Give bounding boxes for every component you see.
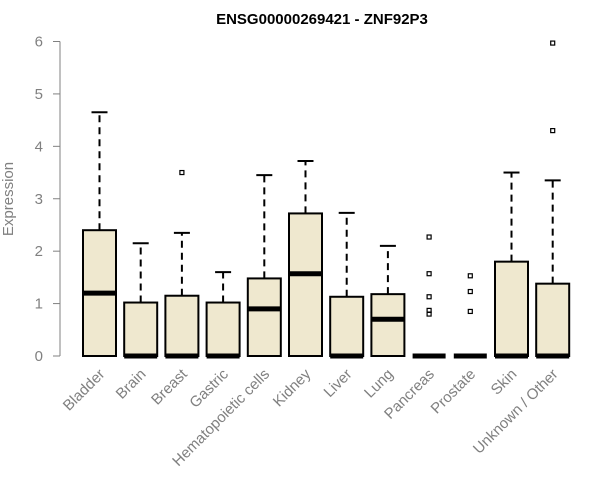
box-rect (494, 260, 529, 357)
chart-title: ENSG00000269421 - ZNF92P3 (216, 11, 428, 28)
box-5 (246, 174, 282, 358)
y-axis-label: Expression (0, 162, 17, 236)
outlier-point (426, 307, 432, 313)
box-7 (329, 211, 365, 359)
outlier-point (467, 273, 473, 279)
x-tick-label: Skin (488, 366, 521, 399)
x-tick-label: Breast (148, 365, 191, 408)
x-tick-label: Bladder (60, 366, 109, 415)
y-tick-label: 3 (35, 191, 43, 208)
box-4 (205, 271, 241, 359)
box-10 (453, 273, 487, 359)
x-tick-label: Kidney (270, 365, 315, 410)
y-tick-label: 2 (35, 243, 43, 260)
y-tick-label: 1 (35, 296, 43, 313)
outlier-point (550, 128, 556, 134)
y-tick-label: 0 (35, 348, 43, 365)
box-8 (370, 244, 406, 358)
box-rect (370, 293, 406, 358)
box-6 (288, 160, 323, 357)
box-12 (535, 40, 571, 359)
outlier-point (467, 308, 473, 315)
x-tick-label: Brain (113, 366, 150, 403)
y-tick-label: 5 (35, 86, 43, 103)
box-9 (412, 234, 446, 359)
box-rect (123, 301, 159, 358)
outlier-point (467, 288, 473, 295)
box-rect (288, 212, 323, 357)
boxes (82, 40, 571, 359)
y-axis: 0 1 2 3 4 5 6 (35, 34, 61, 365)
box-rect (205, 301, 241, 358)
box-rect (246, 277, 282, 358)
y-tick-label: 4 (35, 138, 43, 155)
x-tick-label: Lung (361, 366, 397, 402)
x-tick-label: Prostate (428, 366, 480, 418)
y-tick-label: 6 (35, 34, 43, 51)
box-rect (535, 282, 571, 358)
outlier-point (179, 169, 185, 176)
outlier-point (426, 271, 432, 277)
x-tick-label: Liver (321, 366, 356, 401)
outlier-point (550, 40, 556, 46)
box-3 (164, 169, 200, 359)
box-2 (123, 242, 159, 359)
outlier-point (426, 234, 432, 240)
box-1 (82, 111, 117, 357)
box-11 (494, 171, 529, 359)
box-rect (164, 294, 200, 357)
box-rect (329, 295, 365, 357)
outlier-point (426, 294, 432, 300)
